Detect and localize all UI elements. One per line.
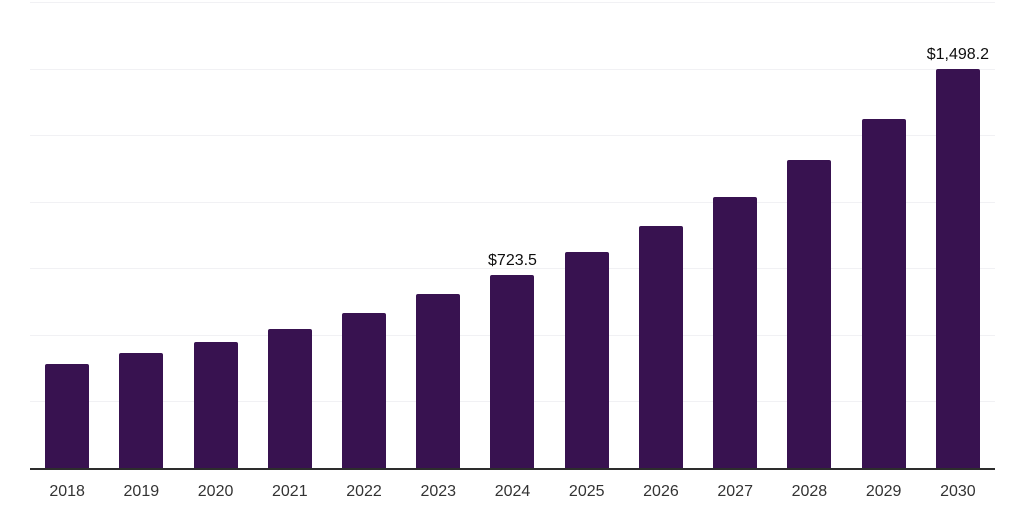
x-axis: 2018 2019 2020 2021 2022 2023 2024 2025 2026 2027…: [30, 483, 995, 505]
data-label: $1,498.2: [926, 46, 990, 64]
bar-2020: [193, 342, 238, 468]
bar-2025: [564, 252, 609, 468]
x-tick-label: 2030: [940, 483, 976, 500]
x-tick-label: 2023: [420, 483, 457, 500]
bar-2019: [119, 353, 164, 468]
bar-slot: [178, 2, 252, 468]
x-tick-label: 2021: [272, 483, 308, 500]
bar-slot: [624, 2, 698, 468]
x-tick-label: 2028: [791, 483, 828, 500]
x-tick-label: 2019: [123, 483, 160, 500]
gridline: [30, 135, 995, 137]
gridline: [30, 68, 995, 70]
bar-2024: [490, 275, 535, 468]
data-label: $723.5: [488, 252, 537, 270]
bar-2026: [638, 226, 683, 468]
bar-2029: [861, 118, 906, 468]
bar-slot: [698, 2, 772, 468]
bar-slot: [550, 2, 624, 468]
bar-2027: [713, 197, 758, 468]
gridline: [30, 201, 995, 203]
bar-slot: [104, 2, 178, 468]
x-tick-label: 2022: [346, 483, 382, 500]
bar-slot: [30, 2, 104, 468]
bar-slot: [401, 2, 475, 468]
bar-slot: $723.5: [475, 2, 549, 468]
bar-2022: [342, 312, 387, 468]
x-tick-label: 2020: [197, 483, 234, 500]
bar-slot: [847, 2, 921, 468]
bar-slot: [772, 2, 846, 468]
bar-slot: $1,498.2: [921, 2, 995, 468]
bar-2028: [787, 160, 832, 468]
gridline: [30, 2, 995, 3]
x-tick-label: 2018: [49, 483, 85, 500]
bar-2018: [45, 364, 90, 468]
bar-2023: [416, 294, 461, 468]
bar-2030: [935, 69, 980, 468]
x-tick-label: 2025: [568, 483, 605, 500]
x-tick-label: 2024: [494, 483, 531, 500]
bar-slot: [253, 2, 327, 468]
x-tick-label: 2027: [717, 483, 753, 500]
x-tick-label: 2026: [643, 483, 679, 500]
gridline: [30, 268, 995, 270]
bar-slot: [327, 2, 401, 468]
bar-2021: [267, 329, 312, 468]
plot-area: $723.5 $1,498.2: [30, 2, 995, 470]
x-tick-label: 2029: [865, 483, 902, 500]
